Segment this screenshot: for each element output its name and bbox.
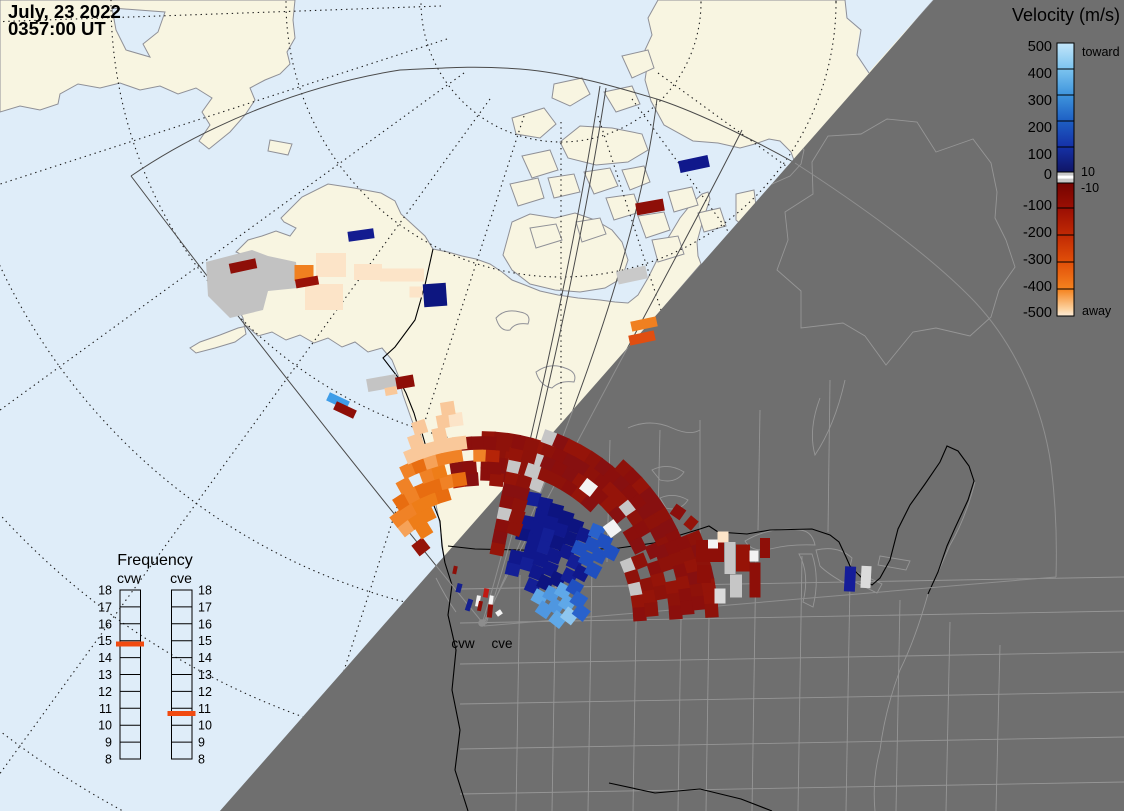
svg-text:0357:00 UT: 0357:00 UT (8, 18, 106, 39)
svg-text:18: 18 (198, 584, 212, 598)
svg-text:-300: -300 (1023, 252, 1052, 268)
svg-text:10: 10 (98, 719, 112, 733)
svg-text:-200: -200 (1023, 225, 1052, 241)
svg-text:10: 10 (198, 719, 212, 733)
svg-text:-500: -500 (1023, 305, 1052, 321)
svg-text:toward: toward (1082, 45, 1120, 59)
svg-text:cve: cve (491, 636, 512, 651)
svg-text:200: 200 (1028, 120, 1052, 136)
svg-text:Velocity (m/s): Velocity (m/s) (1012, 5, 1120, 25)
svg-text:-400: -400 (1023, 279, 1052, 295)
svg-text:300: 300 (1028, 93, 1052, 109)
svg-text:100: 100 (1028, 147, 1052, 163)
svg-text:9: 9 (198, 736, 205, 750)
svg-text:July, 23 2022: July, 23 2022 (8, 1, 121, 22)
svg-text:14: 14 (98, 651, 112, 665)
svg-text:away: away (1082, 304, 1112, 318)
svg-text:Frequency: Frequency (117, 552, 193, 569)
svg-text:-100: -100 (1023, 198, 1052, 214)
svg-text:0: 0 (1044, 167, 1052, 183)
svg-text:8: 8 (105, 753, 112, 767)
svg-text:14: 14 (198, 651, 212, 665)
svg-text:18: 18 (98, 584, 112, 598)
svg-text:16: 16 (198, 617, 212, 631)
svg-text:-10: -10 (1081, 181, 1099, 195)
svg-text:8: 8 (198, 753, 205, 767)
svg-text:9: 9 (105, 736, 112, 750)
svg-text:12: 12 (98, 685, 112, 699)
svg-text:17: 17 (98, 600, 112, 614)
svg-text:cvw: cvw (117, 570, 142, 586)
svg-text:15: 15 (98, 634, 112, 648)
svg-text:11: 11 (99, 702, 112, 716)
svg-text:cvw: cvw (451, 636, 475, 651)
svg-text:13: 13 (198, 668, 212, 682)
svg-text:12: 12 (198, 685, 212, 699)
svg-text:10: 10 (1081, 165, 1095, 179)
svg-text:500: 500 (1028, 39, 1052, 55)
svg-text:15: 15 (198, 634, 212, 648)
svg-text:13: 13 (98, 668, 112, 682)
svg-text:400: 400 (1028, 66, 1052, 82)
svg-text:cve: cve (170, 570, 192, 586)
svg-text:17: 17 (198, 600, 212, 614)
svg-text:16: 16 (98, 617, 112, 631)
svg-text:11: 11 (198, 702, 211, 716)
